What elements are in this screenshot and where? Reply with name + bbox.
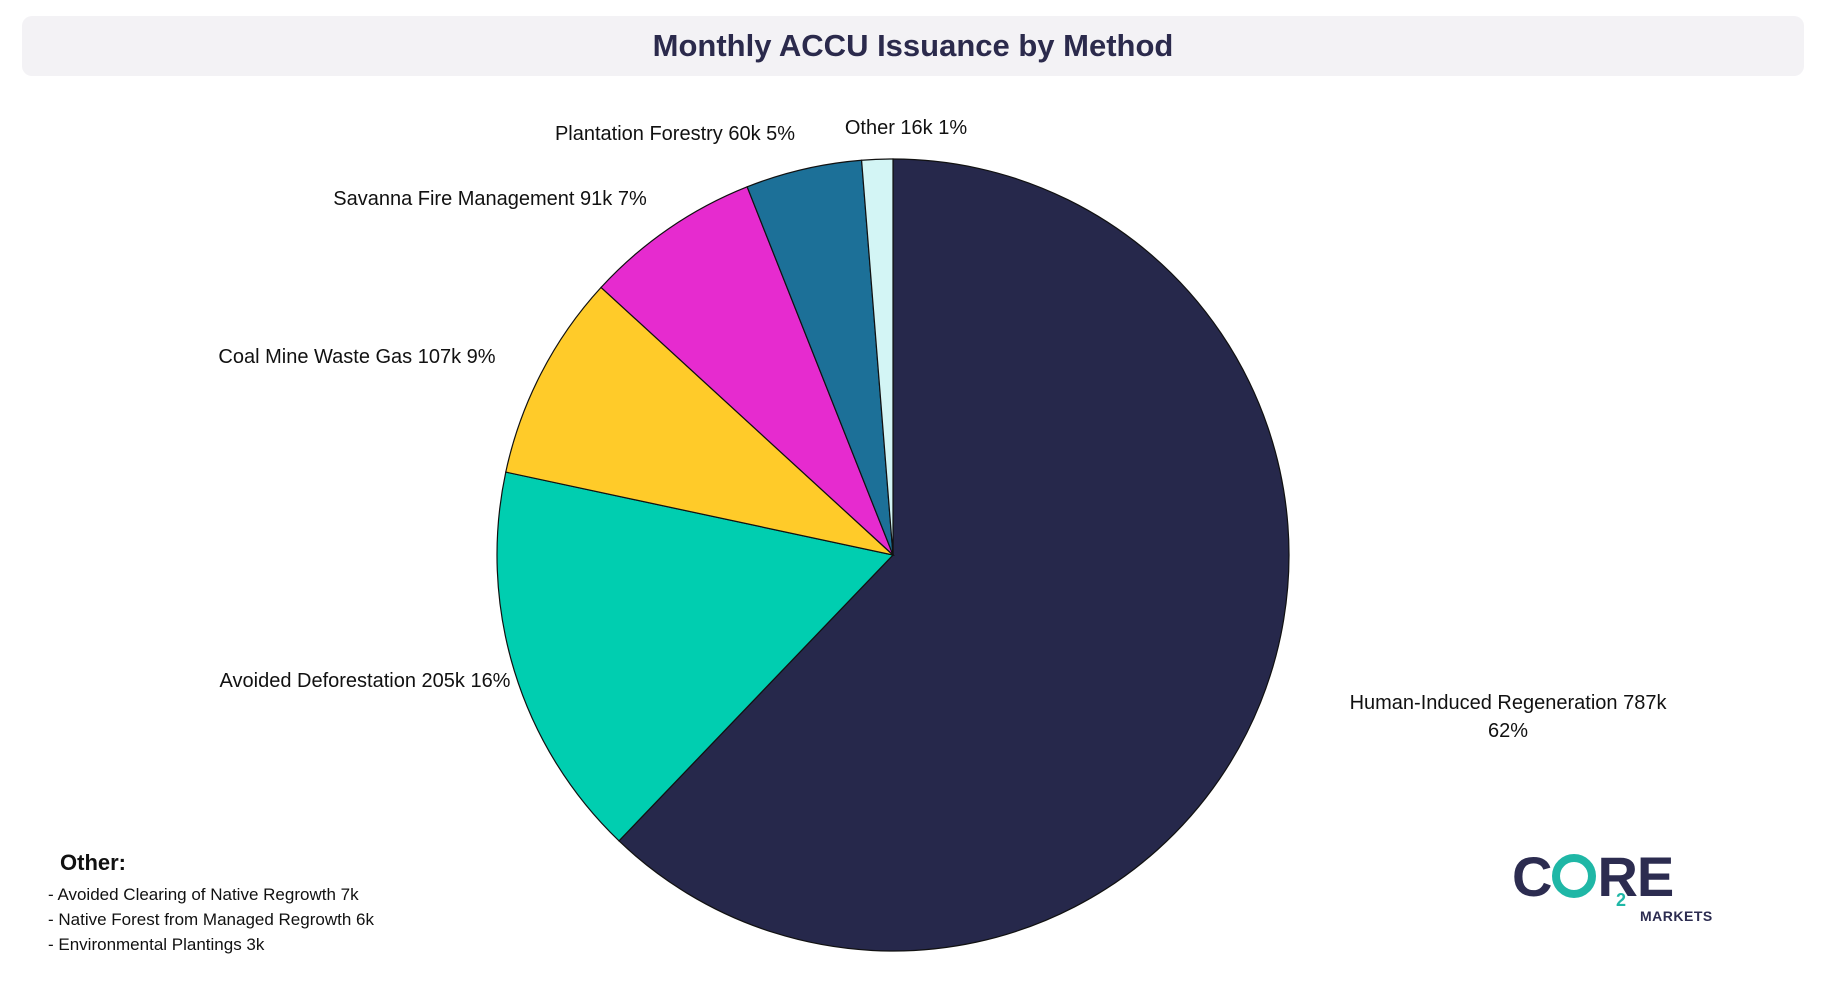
chart-title: Monthly ACCU Issuance by Method <box>652 28 1174 63</box>
slice-label: Coal Mine Waste Gas 107k 9% <box>218 346 495 368</box>
slice-label: Avoided Deforestation 205k 16% <box>220 670 511 692</box>
core-markets-logo: C RE 2 MARKETS <box>1512 844 1713 926</box>
other-breakdown-note: Other: - Avoided Clearing of Native Regr… <box>48 850 468 957</box>
pie-slice-coal-mine-waste-gas <box>505 286 896 557</box>
logo-ring-icon <box>1552 854 1597 898</box>
logo-wordmark: C RE <box>1512 844 1674 908</box>
other-note-heading: Other: <box>60 850 126 875</box>
slice-label: Plantation Forestry 60k 5% <box>555 123 795 145</box>
other-note-item: - Avoided Clearing of Native Regrowth 7k <box>48 885 359 904</box>
pie-slice-other <box>860 158 894 556</box>
slice-label: Other 16k 1% <box>845 117 968 139</box>
slice-label: Human-Induced Regeneration 787k 62% <box>1350 692 1668 742</box>
other-note-item: - Environmental Plantings 3k <box>48 935 265 954</box>
other-note-item: - Native Forest from Managed Regrowth 6k <box>48 910 374 929</box>
pie-slice-avoided-deforestation <box>496 471 895 842</box>
logo-tagline: MARKETS <box>1640 908 1713 924</box>
slice-label: Savanna Fire Management 91k 7% <box>333 188 647 210</box>
pie-slice-human-induced-regeneration <box>618 158 1290 952</box>
chart-title-bar: Monthly ACCU Issuance by Method <box>22 16 1804 76</box>
pie-slice-savanna-fire-management <box>600 186 894 556</box>
logo-subscript: 2 <box>1616 890 1627 910</box>
